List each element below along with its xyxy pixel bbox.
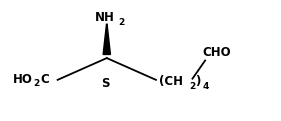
Text: 2: 2 bbox=[118, 18, 124, 27]
Text: C: C bbox=[41, 73, 49, 86]
Text: ): ) bbox=[195, 75, 201, 88]
Text: 2: 2 bbox=[34, 79, 40, 88]
Text: 4: 4 bbox=[202, 82, 209, 91]
Text: CHO: CHO bbox=[202, 46, 231, 59]
Text: S: S bbox=[101, 77, 110, 90]
Text: (CH: (CH bbox=[159, 75, 183, 88]
Text: 2: 2 bbox=[189, 82, 195, 91]
Polygon shape bbox=[103, 24, 110, 54]
Text: NH: NH bbox=[95, 11, 115, 24]
Text: HO: HO bbox=[13, 73, 33, 86]
